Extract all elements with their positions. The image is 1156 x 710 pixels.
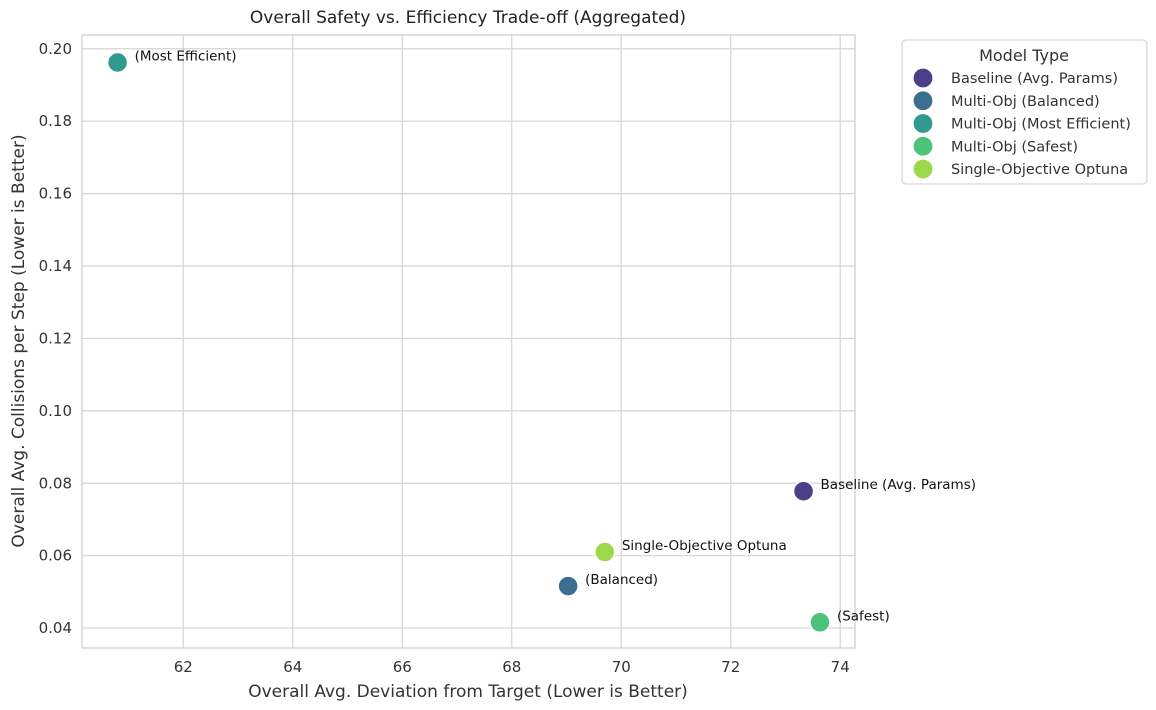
plot-frame <box>81 34 856 649</box>
point-annotation: Single-Objective Optuna <box>622 538 787 554</box>
legend-label: Multi-Obj (Most Efficient) <box>951 117 1131 133</box>
y-tick-label: 0.12 <box>39 329 72 347</box>
legend-items: Baseline (Avg. Params) Multi-Obj (Balance… <box>912 67 1131 180</box>
x-tick-label: 74 <box>831 658 850 676</box>
y-tick-label: 0.20 <box>39 40 72 58</box>
x-tick-label: 68 <box>502 658 521 676</box>
y-ticks: 0.04 0.06 0.08 0.10 0.12 0.14 0.16 0.18 0.20 <box>39 40 72 637</box>
x-axis-label: Overall Avg. Deviation from Target (Lowe… <box>248 682 688 702</box>
x-tick-label: 62 <box>174 658 193 676</box>
grid <box>82 35 855 648</box>
legend-label: Multi-Obj (Safest) <box>951 139 1078 155</box>
data-point <box>557 575 579 597</box>
y-tick-label: 0.16 <box>39 185 72 203</box>
legend-marker <box>912 67 934 89</box>
chart-title: Overall Safety vs. Efficiency Trade-off … <box>250 8 686 28</box>
data-points <box>106 51 831 634</box>
y-tick-label: 0.08 <box>39 474 72 492</box>
x-tick-label: 66 <box>393 658 412 676</box>
legend-marker <box>912 135 934 157</box>
point-annotations: Baseline (Avg. Params) (Balanced) (Most Ef… <box>135 49 976 625</box>
y-tick-label: 0.18 <box>39 112 72 130</box>
legend: Model Type Baseline (Avg. Params) Multi-O… <box>901 39 1148 185</box>
x-tick-label: 72 <box>721 658 740 676</box>
y-tick-label: 0.14 <box>39 257 72 275</box>
data-point <box>106 51 129 74</box>
data-point <box>809 611 831 634</box>
x-ticks: 62 64 66 68 70 72 74 <box>174 658 850 676</box>
legend-marker <box>912 158 934 180</box>
data-point <box>594 541 616 563</box>
y-tick-label: 0.06 <box>39 547 72 565</box>
x-tick-label: 70 <box>612 658 631 676</box>
point-annotation: Baseline (Avg. Params) <box>821 477 976 493</box>
legend-label: Multi-Obj (Balanced) <box>951 94 1100 110</box>
legend-marker <box>912 112 934 135</box>
point-annotation: (Safest) <box>837 608 890 624</box>
point-annotation: (Most Efficient) <box>135 49 237 65</box>
legend-marker <box>912 90 934 112</box>
point-annotation: (Balanced) <box>585 572 658 588</box>
legend-label: Baseline (Avg. Params) <box>951 71 1118 87</box>
data-point <box>792 480 815 502</box>
y-tick-label: 0.04 <box>39 619 72 637</box>
y-tick-label: 0.10 <box>39 402 72 420</box>
y-axis-label: Overall Avg. Collisions per Step (Lower … <box>9 134 29 547</box>
legend-title: Model Type <box>979 46 1069 65</box>
legend-label: Single-Objective Optuna <box>951 162 1128 178</box>
x-tick-label: 64 <box>283 658 302 676</box>
legend-box <box>901 39 1148 185</box>
